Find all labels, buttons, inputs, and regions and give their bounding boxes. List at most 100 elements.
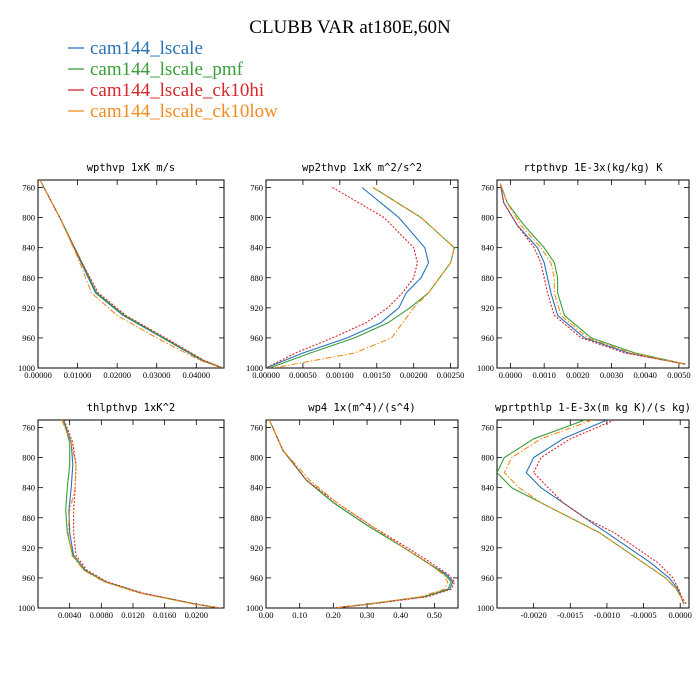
y-tick-label: 840 [22,483,35,493]
y-tick-label: 960 [250,573,263,583]
series-line [266,187,430,368]
y-tick-label: 800 [22,453,35,463]
y-tick-label: 1000 [18,603,35,613]
y-tick-label: 760 [250,423,263,433]
panel-title: rtpthvp 1E-3x(kg/kg) K [523,162,663,174]
y-tick-label: 880 [22,273,35,283]
y-tick-label: 880 [250,273,263,283]
y-tick-label: 1000 [477,363,494,373]
y-tick-label: 1000 [477,603,494,613]
panel-title: wpthvp 1xK m/s [87,162,176,174]
panel-title: thlpthvp 1xK^2 [87,402,176,414]
y-tick-label: 960 [22,573,35,583]
series-line [268,420,449,608]
series-line [63,420,221,608]
y-tick-label: 840 [481,483,494,493]
x-tick-label: 0.00000 [24,370,52,380]
chart-panel: wp4 1x(m^4)/(s^4) 0.00 0.10 0.20 0.30 0.40 0.5… [246,402,459,620]
x-tick-label: -0.0010 [594,610,620,620]
y-tick-label: 880 [481,273,494,283]
y-tick-label: 840 [481,243,494,253]
y-tick-label: 1000 [246,603,263,613]
y-tick-label: 760 [481,423,494,433]
series-line [266,187,418,368]
series-line [499,183,686,365]
legend-label: cam144_lscale [90,38,203,59]
x-tick-label: 0.04000 [182,370,210,380]
series-line [39,180,223,368]
y-tick-label: 880 [481,513,494,523]
legend: cam144_lscalecam144_lscale_pmfcam144_lsc… [68,38,278,122]
y-tick-label: 880 [250,513,263,523]
x-tick-label: 0.00000 [252,370,280,380]
series-line [39,180,224,368]
series-line [533,420,687,605]
y-tick-label: 960 [250,333,263,343]
panel-title: wp4 1x(m^4)/(s^4) [308,402,415,414]
series-line [503,420,685,605]
y-tick-label: 840 [250,483,263,493]
legend-label: cam144_lscale_pmf [90,59,244,80]
x-tick-label: 0.0000 [669,610,692,620]
x-tick-label: 0.03000 [143,370,171,380]
legend-label: cam144_lscale_ck10low [90,101,278,122]
x-tick-label: -0.0015 [557,610,583,620]
y-tick-label: 840 [250,243,263,253]
x-tick-label: 0.00100 [326,370,354,380]
panel-title: wprtpthlp 1-E-3x(m kg K)/(s kg) [495,402,691,414]
x-tick-label: 0.00200 [400,370,428,380]
plot-frame [265,179,459,369]
x-tick-label: 0.40 [393,610,408,620]
x-tick-label: 0.0160 [153,610,176,620]
y-tick-label: 760 [22,183,35,193]
series-line [61,420,221,608]
series-line [269,187,455,368]
x-tick-label: 0.0080 [90,610,113,620]
chart-panel: wp2thvp 1xK m^2/s^2 0.00000 0.00050 0.00100… [246,162,464,380]
x-tick-label: 0.20 [326,610,341,620]
legend-label: cam144_lscale_ck10hi [90,80,264,101]
x-tick-label: 0.00150 [363,370,391,380]
y-tick-label: 920 [250,543,263,553]
series-line [268,420,456,608]
x-tick-label: 0.0040 [634,370,657,380]
series-line [268,420,454,608]
x-tick-label: 0.0030 [600,370,623,380]
plot-frame [265,419,459,609]
x-tick-label: 0.00250 [437,370,465,380]
y-tick-label: 920 [250,303,263,313]
plot-frame [496,179,690,369]
chart-panel: thlpthvp 1xK^2 0.0040 0.0080 0.0120 0.0160 0.… [18,402,225,620]
x-tick-label: 0.00 [259,610,274,620]
y-tick-label: 920 [481,543,494,553]
series-line [499,183,686,365]
x-tick-label: 0.50 [427,610,442,620]
plot-frame [496,419,690,609]
x-tick-label: 0.0050 [667,370,690,380]
series-line [39,180,224,368]
y-tick-label: 1000 [18,363,35,373]
y-tick-label: 960 [22,333,35,343]
x-tick-label: 0.10 [292,610,307,620]
x-tick-label: 0.0020 [566,370,589,380]
series-line [39,180,223,368]
plot-frame [37,179,225,369]
plot-frame [37,419,225,609]
series-line [499,183,686,365]
y-tick-label: 1000 [246,363,263,373]
panels: wpthvp 1xK m/s 0.00000 0.01000 0.02000 0.030… [18,162,692,620]
x-tick-label: 0.0000 [499,370,522,380]
y-tick-label: 800 [250,453,263,463]
chart-panel: rtpthvp 1E-3x(kg/kg) K 0.0000 0.0010 0.0020… [477,162,691,380]
series-line [499,183,686,365]
y-tick-label: 920 [22,543,35,553]
y-tick-label: 760 [481,183,494,193]
y-tick-label: 800 [22,213,35,223]
y-tick-label: 800 [250,213,263,223]
series-line [273,187,455,368]
x-tick-label: 0.01000 [64,370,92,380]
y-tick-label: 800 [481,453,494,463]
y-tick-label: 760 [22,423,35,433]
series-line [268,420,452,608]
figure-title: CLUBB VAR at180E,60N [249,17,451,38]
